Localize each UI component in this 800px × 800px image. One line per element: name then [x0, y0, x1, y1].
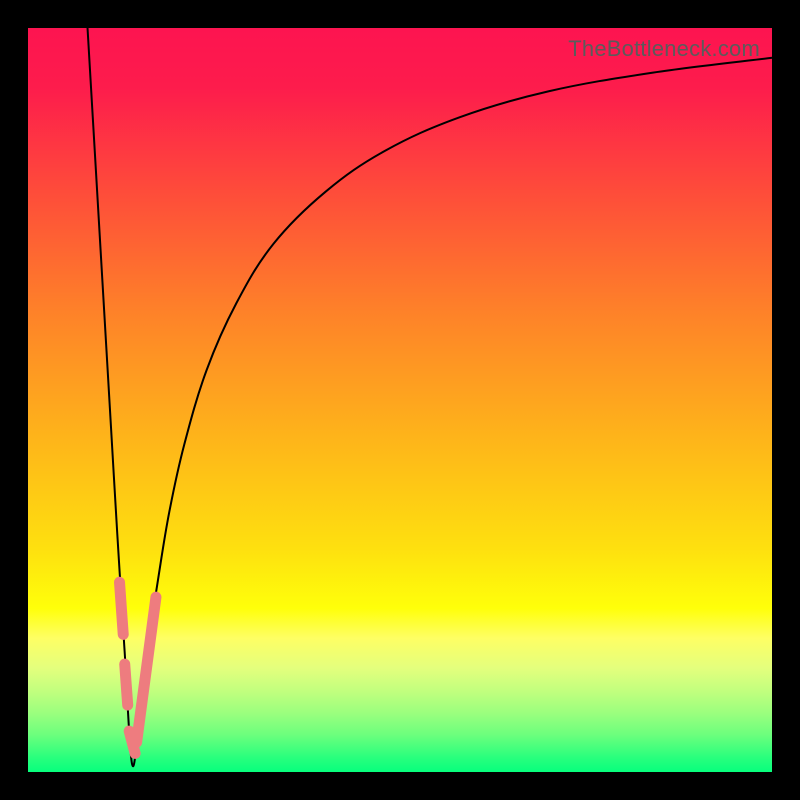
- chart-frame: TheBottleneck.com: [0, 0, 800, 800]
- marker-segment: [137, 597, 156, 742]
- marker-segment: [120, 582, 124, 634]
- marker-path-group: [120, 582, 156, 753]
- plot-area: TheBottleneck.com: [28, 28, 772, 772]
- watermark-text: TheBottleneck.com: [568, 36, 760, 62]
- curve-layer: [28, 28, 772, 772]
- bottleneck-curve: [88, 28, 772, 766]
- marker-segment: [125, 664, 128, 705]
